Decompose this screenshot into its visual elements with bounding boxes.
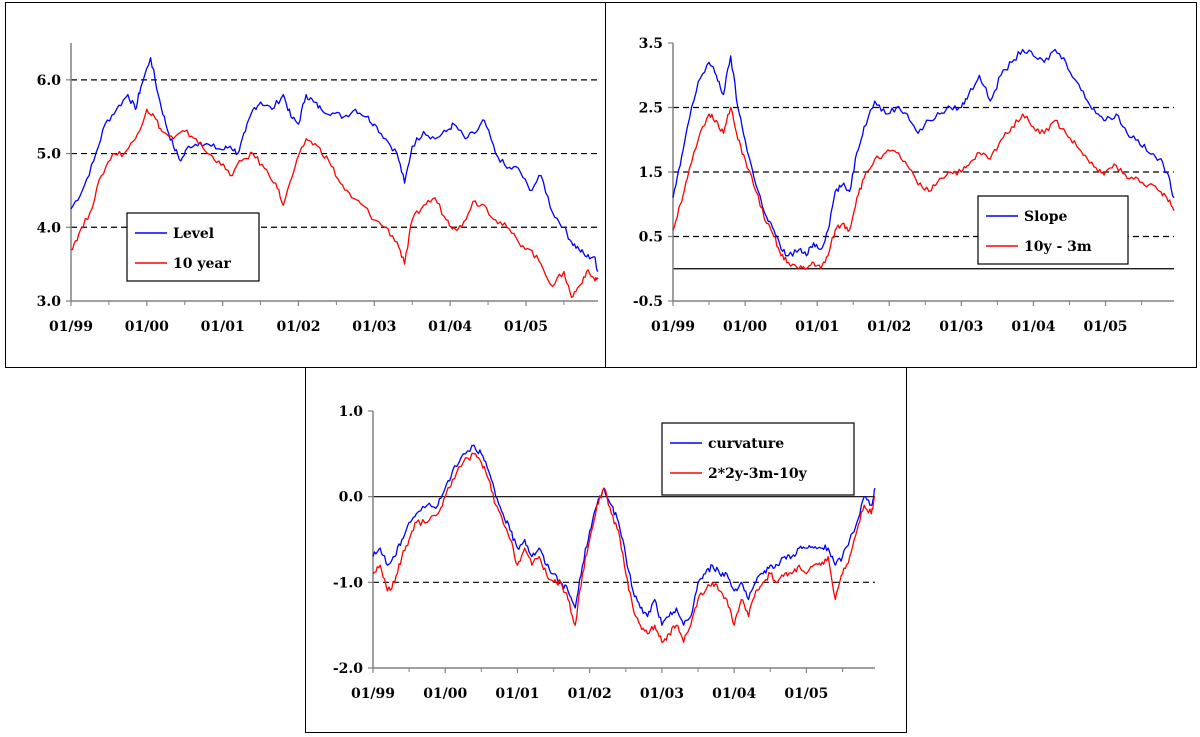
x-tick-label: 01/03 xyxy=(640,686,684,702)
y-tick-label: 6.0 xyxy=(37,73,62,89)
x-tick-label: 01/02 xyxy=(867,319,911,335)
x-tick-label: 01/02 xyxy=(276,319,320,335)
series-line-slope xyxy=(672,48,1175,257)
y-tick-label: 1.0 xyxy=(339,404,364,420)
series-line-level xyxy=(70,57,599,272)
legend-label: 10 year xyxy=(173,256,231,272)
series-line-10y-3m xyxy=(672,106,1175,270)
y-tick-label: -0.5 xyxy=(633,294,663,310)
x-tick-label: 01/99 xyxy=(351,686,395,702)
y-tick-label: 4.0 xyxy=(37,220,62,236)
y-tick-label: 0.0 xyxy=(339,490,364,506)
legend-box xyxy=(977,195,1129,265)
x-tick-label: 01/01 xyxy=(795,319,839,335)
y-tick-label: 3.0 xyxy=(37,294,62,310)
x-tick-label: 01/04 xyxy=(428,319,472,335)
legend-label: 10y - 3m xyxy=(1024,239,1092,255)
legend-label: curvature xyxy=(708,436,784,452)
x-tick-label: 01/04 xyxy=(1011,319,1055,335)
x-tick-label: 01/00 xyxy=(423,686,467,702)
x-tick-label: 01/03 xyxy=(352,319,396,335)
slope-chart-panel: -0.5 0.5 1.5 2.5 3.5 01/99 01/00 01/01 01/02 01/0… xyxy=(605,2,1197,368)
x-tick-label: 01/03 xyxy=(939,319,983,335)
y-tick-label: 2.5 xyxy=(639,101,663,117)
slope-chart: -0.5 0.5 1.5 2.5 3.5 01/99 01/00 01/01 01/02 01/0… xyxy=(633,36,1175,335)
series-line-2-2y-3m-10y xyxy=(372,452,876,643)
level-chart-panel: 3.0 4.0 5.0 6.0 01/99 01/00 01/01 01/02 01/03 01/… xyxy=(5,2,606,368)
legend-label: Slope xyxy=(1024,209,1068,225)
y-tick-label: 3.5 xyxy=(639,36,663,52)
legend-label: 2*2y-3m-10y xyxy=(708,466,808,482)
x-tick-label: 01/00 xyxy=(125,319,169,335)
level-chart: 3.0 4.0 5.0 6.0 01/99 01/00 01/01 01/02 01/03 01/… xyxy=(37,43,599,335)
x-tick-label: 01/05 xyxy=(1083,319,1127,335)
series-line-10-year xyxy=(70,108,599,298)
legend-label: Level xyxy=(173,226,214,242)
y-tick-label: -2.0 xyxy=(333,661,363,677)
x-tick-label: 01/05 xyxy=(504,319,548,335)
x-tick-label: 01/04 xyxy=(712,686,756,702)
x-tick-label: 01/99 xyxy=(49,319,93,335)
x-tick-label: 01/05 xyxy=(784,686,828,702)
x-tick-label: 01/00 xyxy=(723,319,767,335)
y-tick-label: 0.5 xyxy=(639,230,663,246)
x-tick-label: 01/01 xyxy=(495,686,539,702)
y-tick-label: 5.0 xyxy=(37,147,62,163)
legend-box xyxy=(661,422,855,496)
x-tick-label: 01/99 xyxy=(651,319,695,335)
curvature-chart-panel: -2.0 -1.0 0.0 1.0 01/99 01/00 01/01 01/02 01/03 0… xyxy=(305,367,907,733)
series-line-curvature xyxy=(372,444,876,626)
legend-box xyxy=(126,212,260,282)
curvature-chart: -2.0 -1.0 0.0 1.0 01/99 01/00 01/01 01/02 01/03 0… xyxy=(333,404,876,702)
x-tick-label: 01/01 xyxy=(201,319,245,335)
y-tick-label: 1.5 xyxy=(639,165,663,181)
y-tick-label: -1.0 xyxy=(333,575,363,591)
x-tick-label: 01/02 xyxy=(568,686,612,702)
